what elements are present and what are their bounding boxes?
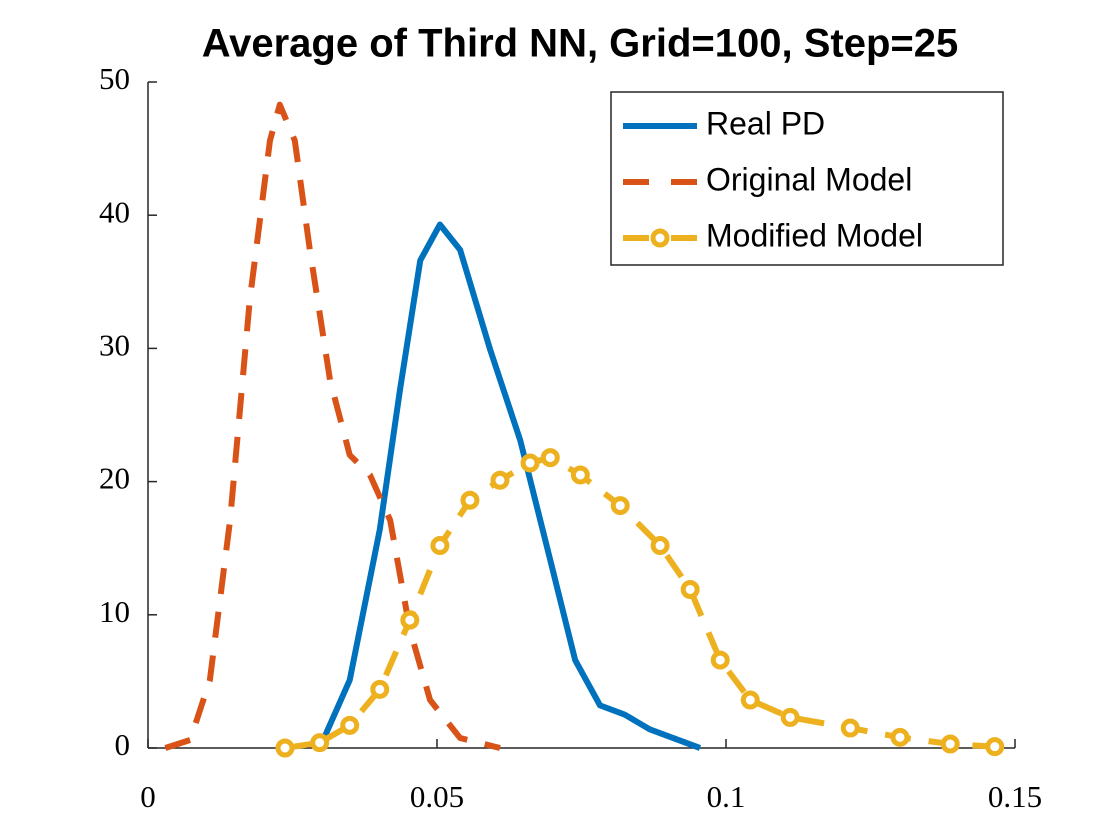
x-tick-label: 0.05 — [410, 779, 464, 814]
data-line — [284, 454, 995, 751]
y-tick-label: 10 — [99, 594, 130, 629]
data-point — [340, 715, 360, 735]
data-point — [610, 496, 630, 516]
data-point — [890, 727, 910, 747]
data-point — [680, 579, 700, 599]
chart-title: Average of Third NN, Grid=100, Step=25 — [202, 22, 959, 66]
data-point — [650, 536, 670, 556]
data-point — [780, 707, 800, 727]
data-point — [940, 734, 960, 754]
y-tick-label: 0 — [115, 727, 131, 762]
data-point — [740, 690, 760, 710]
x-tick-label: 0 — [140, 779, 156, 814]
legend-label: Original Model — [706, 161, 912, 197]
x-tick-label: 0.15 — [988, 779, 1042, 814]
data-point — [840, 718, 860, 738]
data-point — [520, 453, 540, 473]
legend-label: Modified Model — [706, 217, 923, 253]
legend-label: Real PD — [706, 105, 825, 141]
data-point — [540, 448, 560, 468]
x-tick-label: 0.1 — [707, 779, 746, 814]
data-point — [460, 490, 480, 510]
data-point — [275, 738, 295, 758]
data-point — [400, 610, 420, 630]
y-tick-label: 30 — [99, 328, 130, 363]
y-tick-label: 50 — [99, 61, 130, 96]
y-tick-label: 40 — [99, 194, 130, 229]
data-point — [370, 679, 390, 699]
data-point — [710, 650, 730, 670]
data-line — [316, 221, 702, 751]
y-tick-label: 20 — [99, 461, 130, 496]
data-point — [490, 470, 510, 490]
data-point — [310, 733, 330, 753]
data-point — [430, 536, 450, 556]
data-point — [570, 465, 590, 485]
data-line — [164, 101, 501, 751]
data-point — [985, 737, 1005, 757]
legend-marker — [650, 228, 670, 248]
